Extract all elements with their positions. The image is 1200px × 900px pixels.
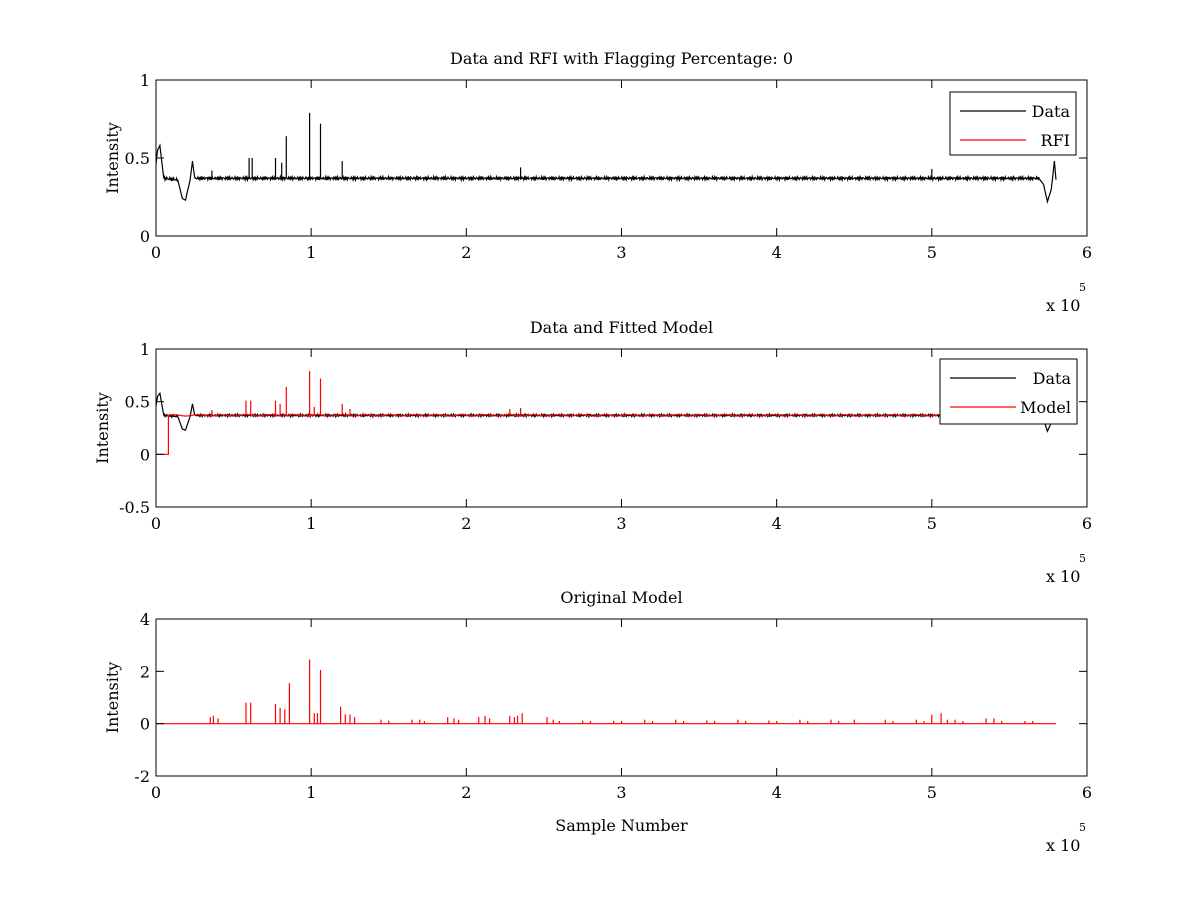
- legend-label-0: Data: [1032, 102, 1071, 121]
- series-group: [156, 659, 1056, 725]
- series-group: [156, 112, 1057, 205]
- chart-title: Data and RFI with Flagging Percentage: 0: [450, 49, 793, 68]
- y-axis-label: Intensity: [103, 122, 122, 194]
- x-tick-label: 5: [927, 243, 937, 262]
- y-tick-label: 1: [140, 340, 150, 359]
- series-group: [156, 371, 1057, 455]
- y-axis-label: Intensity: [103, 662, 122, 734]
- x-axis-label: Sample Number: [555, 816, 688, 835]
- x-tick-label: 6: [1082, 243, 1092, 262]
- x-tick-label: 1: [306, 514, 316, 533]
- x-tick-label: 4: [772, 783, 782, 802]
- legend-label-1: Model: [1020, 398, 1071, 417]
- x-tick-label: 0: [151, 243, 161, 262]
- x-tick-label: 3: [616, 514, 626, 533]
- series-model-0: [156, 659, 1056, 725]
- x-exponent-power: 5: [1079, 281, 1086, 294]
- x-tick-label: 4: [772, 514, 782, 533]
- legend-label-0: Data: [1033, 369, 1072, 388]
- plot-area: [156, 80, 1087, 236]
- x-tick-label: 6: [1082, 783, 1092, 802]
- legend-box: [949, 91, 1077, 156]
- plot-area: [156, 349, 1087, 507]
- legend: Data Model: [939, 358, 1078, 425]
- x-tick-label: 0: [151, 514, 161, 533]
- y-tick-label: -2: [134, 767, 150, 786]
- x-exponent-power: 5: [1079, 552, 1086, 565]
- chart-title: Data and Fitted Model: [530, 318, 713, 337]
- x-tick-label: 1: [306, 243, 316, 262]
- series-line: [156, 143, 1057, 205]
- x-tick-label: 6: [1082, 514, 1092, 533]
- legend: Data RFI: [949, 91, 1077, 156]
- y-tick-label: 0.5: [125, 393, 150, 412]
- x-tick-label: 3: [616, 783, 626, 802]
- x-exponent-base: x 10: [1046, 836, 1080, 855]
- y-axis-label: Intensity: [93, 392, 112, 464]
- x-tick-label: 2: [461, 514, 471, 533]
- x-tick-label: 0: [151, 783, 161, 802]
- chart-title: Original Model: [560, 588, 682, 607]
- y-tick-label: 4: [140, 610, 150, 629]
- x-exponent-power: 5: [1079, 821, 1086, 834]
- x-tick-label: 2: [461, 783, 471, 802]
- x-tick-label: 5: [927, 514, 937, 533]
- series-line: [156, 414, 1057, 455]
- series-data-0: [156, 112, 1057, 205]
- x-tick-label: 2: [461, 243, 471, 262]
- subplot-1: 0 1 2 3 4 5 6 0 0.5 1 Data and RFI with Flagging P…: [103, 49, 1092, 315]
- series-model-1: [156, 371, 1057, 455]
- y-tick-label: 0: [140, 445, 150, 464]
- x-tick-label: 1: [306, 783, 316, 802]
- x-exponent-base: x 10: [1046, 567, 1080, 586]
- x-tick-label: 3: [616, 243, 626, 262]
- x-tick-label: 4: [772, 243, 782, 262]
- y-tick-label: 0: [140, 227, 150, 246]
- x-tick-label: 5: [927, 783, 937, 802]
- plot-area: [156, 619, 1087, 776]
- legend-label-1: RFI: [1041, 131, 1070, 150]
- y-tick-label: -0.5: [119, 498, 150, 517]
- y-tick-label: 0.5: [125, 149, 150, 168]
- y-tick-label: 0: [140, 715, 150, 734]
- legend-box: [939, 358, 1078, 425]
- y-tick-label: 1: [140, 71, 150, 90]
- x-exponent-base: x 10: [1046, 296, 1080, 315]
- y-tick-label: 2: [140, 662, 150, 681]
